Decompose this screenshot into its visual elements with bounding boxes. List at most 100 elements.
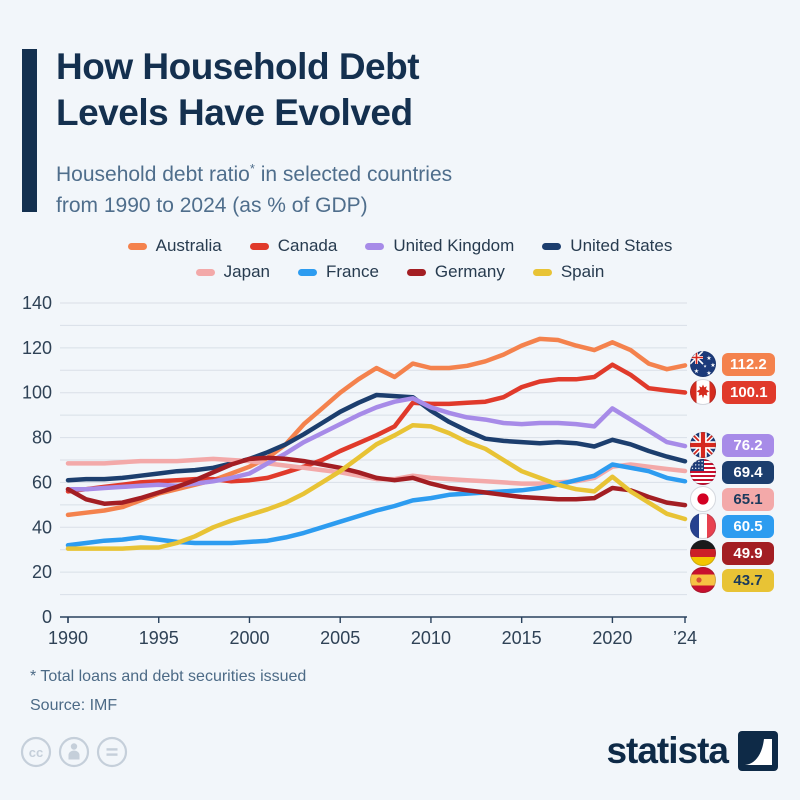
y-axis-label: 120: [22, 338, 52, 358]
title-accent-bar: [22, 49, 37, 212]
statista-logo-mark-icon: [738, 731, 778, 771]
statista-logo[interactable]: statista: [606, 730, 778, 772]
y-axis-label: 140: [22, 293, 52, 313]
page-subtitle: Household debt ratio* in selected countr…: [56, 153, 452, 221]
australia-flag-icon: ★★ ★★★: [690, 351, 716, 377]
y-axis-label: 0: [42, 607, 52, 627]
svg-text:★: ★: [706, 355, 711, 362]
value-badge-united-kingdom: 76.2: [722, 433, 774, 457]
legend-item-japan: Japan: [195, 262, 270, 282]
germany-flag-icon: [690, 540, 716, 566]
page-title-line2: Levels Have Evolved: [56, 92, 413, 133]
legend-item-spain: Spain: [532, 262, 605, 282]
legend-swatch-icon: [542, 242, 562, 250]
legend-label: Australia: [155, 236, 222, 255]
end-label-france: 60.5: [690, 513, 774, 539]
value-badge-canada: 100.1: [722, 380, 776, 404]
value-badge-france: 60.5: [722, 514, 774, 538]
x-axis-label: 2015: [502, 628, 542, 648]
attribution-icon[interactable]: [58, 736, 90, 768]
spain-flag-icon: [690, 567, 716, 593]
legend-swatch-icon: [195, 268, 215, 276]
y-axis-label: 100: [22, 383, 52, 403]
svg-text:cc: cc: [29, 745, 43, 760]
x-axis-label: 2010: [411, 628, 451, 648]
debt-line-chart: 0 20 40 60 80 100 120 140 1990 1995 2000 2005 2010 20…: [0, 287, 800, 655]
series-line-united-kingdom: [65, 396, 688, 492]
svg-text:★: ★: [703, 364, 707, 369]
cc-icon[interactable]: cc: [20, 736, 52, 768]
series-line-germany: [65, 455, 688, 508]
end-label-australia: ★ ★ ★ ★ ★ 112.2: [690, 351, 775, 377]
debt-chart-svg: 0 20 40 60 80 100 120 140 1990 1995 2000 2005 2010 20…: [22, 293, 697, 648]
end-label-canada: 100.1: [690, 379, 776, 405]
end-label-united-kingdom: 76.2: [690, 432, 774, 458]
legend-label: Canada: [277, 236, 338, 255]
cc-license-icons: cc: [20, 736, 134, 768]
legend-label: United Kingdom: [393, 236, 515, 255]
footnote-source: Source: IMF: [30, 697, 118, 714]
series-line-united-states: [65, 392, 688, 483]
x-axis-label: 2000: [229, 628, 269, 648]
end-label-japan: 65.1: [690, 486, 774, 512]
y-axis-label: 20: [32, 562, 52, 582]
legend-item-united-kingdom: United Kingdom: [365, 236, 514, 256]
y-axis-label: 80: [32, 428, 52, 448]
united-kingdom-flag-icon: [690, 432, 716, 458]
value-badge-japan: 65.1: [722, 487, 774, 511]
x-axis-label: 1990: [48, 628, 88, 648]
legend-row: Australia Canada United Kingdom United Stat…: [0, 233, 800, 259]
x-axis-label: 2020: [592, 628, 632, 648]
svg-text:★: ★: [710, 362, 715, 369]
chart-legend: Australia Canada United Kingdom United Stat…: [0, 233, 800, 285]
x-axis-label: ’24: [673, 628, 697, 648]
end-label-germany: 49.9: [690, 540, 774, 566]
legend-item-germany: Germany: [406, 262, 505, 282]
svg-text:★: ★: [694, 368, 699, 375]
end-label-spain: 43.7: [690, 567, 774, 593]
legend-swatch-icon: [249, 242, 269, 250]
y-axis-label: 60: [32, 472, 52, 492]
value-badge-united-states: 69.4: [722, 460, 774, 484]
legend-swatch-icon: [365, 242, 385, 250]
legend-label: Germany: [434, 262, 505, 281]
end-label-united-states: 69.4: [690, 459, 774, 485]
legend-label: France: [326, 262, 379, 281]
legend-swatch-icon: [532, 268, 552, 276]
statista-logo-text: statista: [606, 730, 729, 771]
united-states-flag-icon: [690, 459, 716, 485]
legend-label: United States: [570, 236, 673, 255]
series-line-canada: [65, 362, 688, 494]
legend-label: Japan: [223, 262, 270, 281]
footnote-definition: * Total loans and debt securities issued: [30, 668, 307, 685]
series-line-france: [65, 462, 688, 548]
x-axis-label: 2005: [320, 628, 360, 648]
value-badge-australia: 112.2: [722, 352, 775, 376]
footnote: * Total loans and debt securities issued…: [30, 662, 306, 720]
value-badge-germany: 49.9: [722, 541, 774, 565]
svg-text:★: ★: [706, 370, 711, 377]
legend-item-canada: Canada: [249, 236, 338, 256]
canada-flag-icon: [690, 379, 716, 405]
legend-swatch-icon: [127, 242, 147, 250]
france-flag-icon: [690, 513, 716, 539]
page-title-line1: How Household Debt: [56, 46, 420, 87]
y-axis-label: 40: [32, 517, 52, 537]
page-subtitle-line2: from 1990 to 2024 (as % of GDP): [56, 194, 368, 217]
footnote-star-marker: *: [249, 161, 255, 176]
page-subtitle-line1: Household debt ratio* in selected countr…: [56, 161, 453, 186]
x-axis-label: 1995: [139, 628, 179, 648]
nd-icon[interactable]: [96, 736, 128, 768]
legend-swatch-icon: [406, 268, 426, 276]
legend-item-australia: Australia: [127, 236, 222, 256]
legend-item-france: France: [298, 262, 379, 282]
legend-swatch-icon: [298, 268, 317, 276]
value-badge-spain: 43.7: [722, 568, 774, 592]
legend-row: Japan France Germany Spain: [0, 259, 800, 285]
legend-label: Spain: [560, 262, 605, 281]
page-title: How Household Debt Levels Have Evolved: [56, 44, 420, 136]
japan-flag-icon: [690, 486, 716, 512]
legend-item-united-states: United States: [542, 236, 672, 256]
series-line-spain: [65, 422, 688, 551]
